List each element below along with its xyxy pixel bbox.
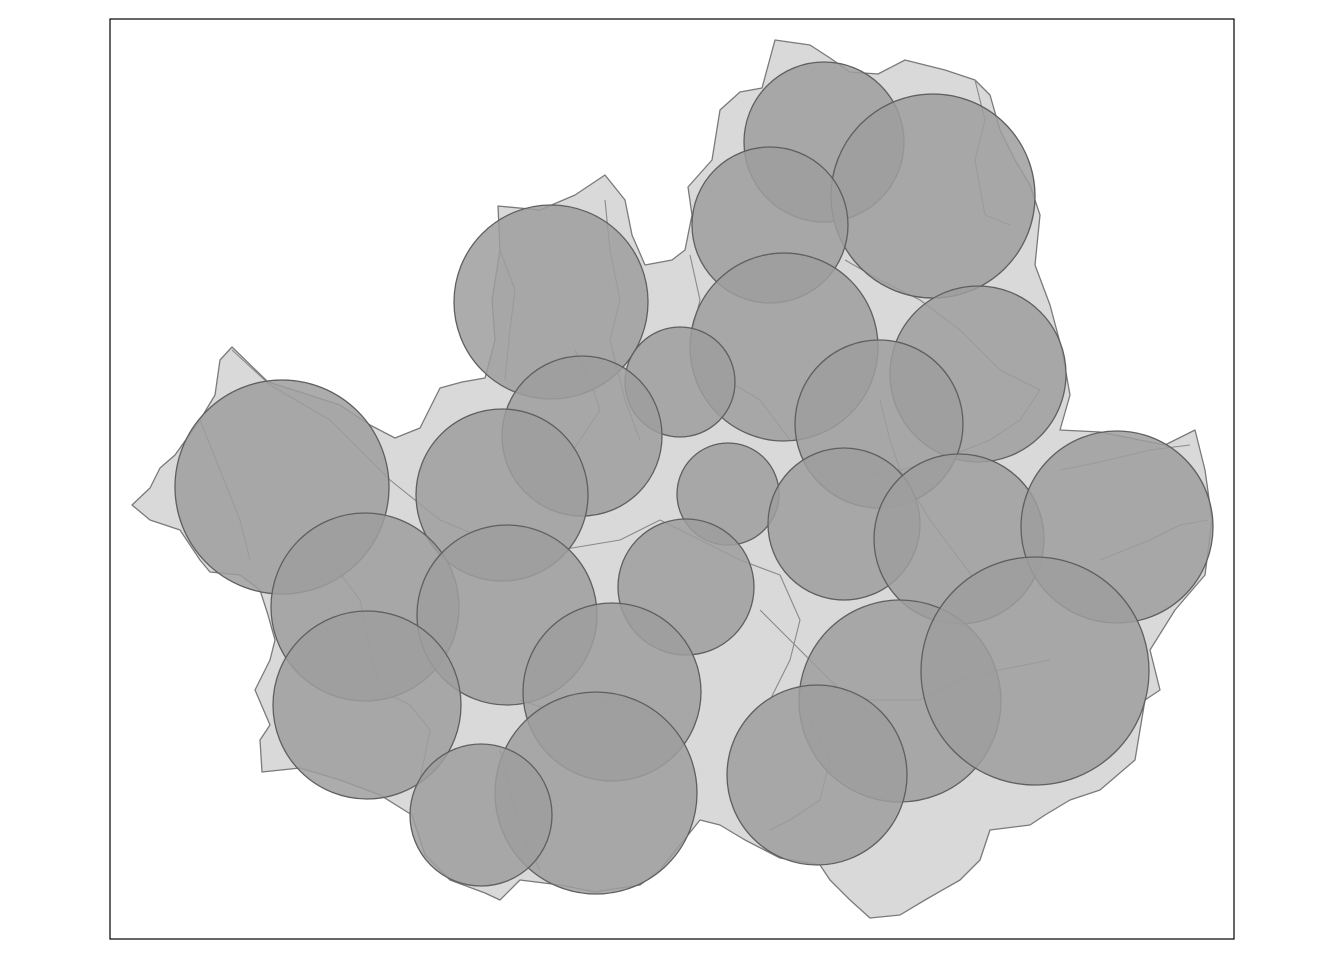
proportional-symbol-circle: [272, 610, 462, 800]
proportional-symbol-circle: [920, 556, 1150, 786]
proportional-symbol-circle: [726, 684, 908, 866]
map-frame: [109, 18, 1235, 940]
proportional-symbol-circle: [409, 743, 553, 887]
proportional-symbol-circle: [830, 93, 1036, 299]
proportional-symbols: [174, 61, 1214, 895]
